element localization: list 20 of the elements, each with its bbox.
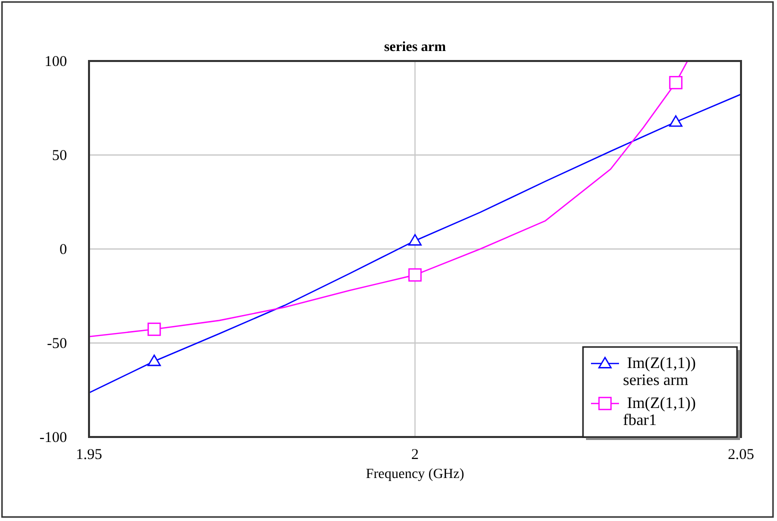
- x-tick-label: 2: [411, 447, 419, 463]
- x-tick-label: 1.95: [76, 447, 102, 463]
- point: [148, 354, 161, 366]
- chart-title: series arm: [384, 40, 446, 55]
- point: [408, 268, 422, 282]
- legend-label: Im(Z(1,1)) series arm: [623, 355, 696, 389]
- line-series: [89, 61, 688, 338]
- point: [408, 234, 422, 246]
- y-tick-label: 100: [44, 54, 67, 70]
- y-tick-label: 0: [60, 242, 67, 258]
- line-series: [89, 94, 741, 394]
- point: [148, 322, 161, 336]
- x-tick-label: 2.05: [728, 447, 754, 463]
- point: [669, 115, 682, 127]
- point: [669, 76, 682, 90]
- y-tick-label: -50: [47, 336, 67, 352]
- y-tick-label: -100: [40, 430, 67, 446]
- legend-label: Im(Z(1,1)) fbar1: [623, 395, 696, 429]
- x-axis-title: Frequency (GHz): [366, 467, 465, 482]
- y-tick-label: 50: [52, 148, 67, 164]
